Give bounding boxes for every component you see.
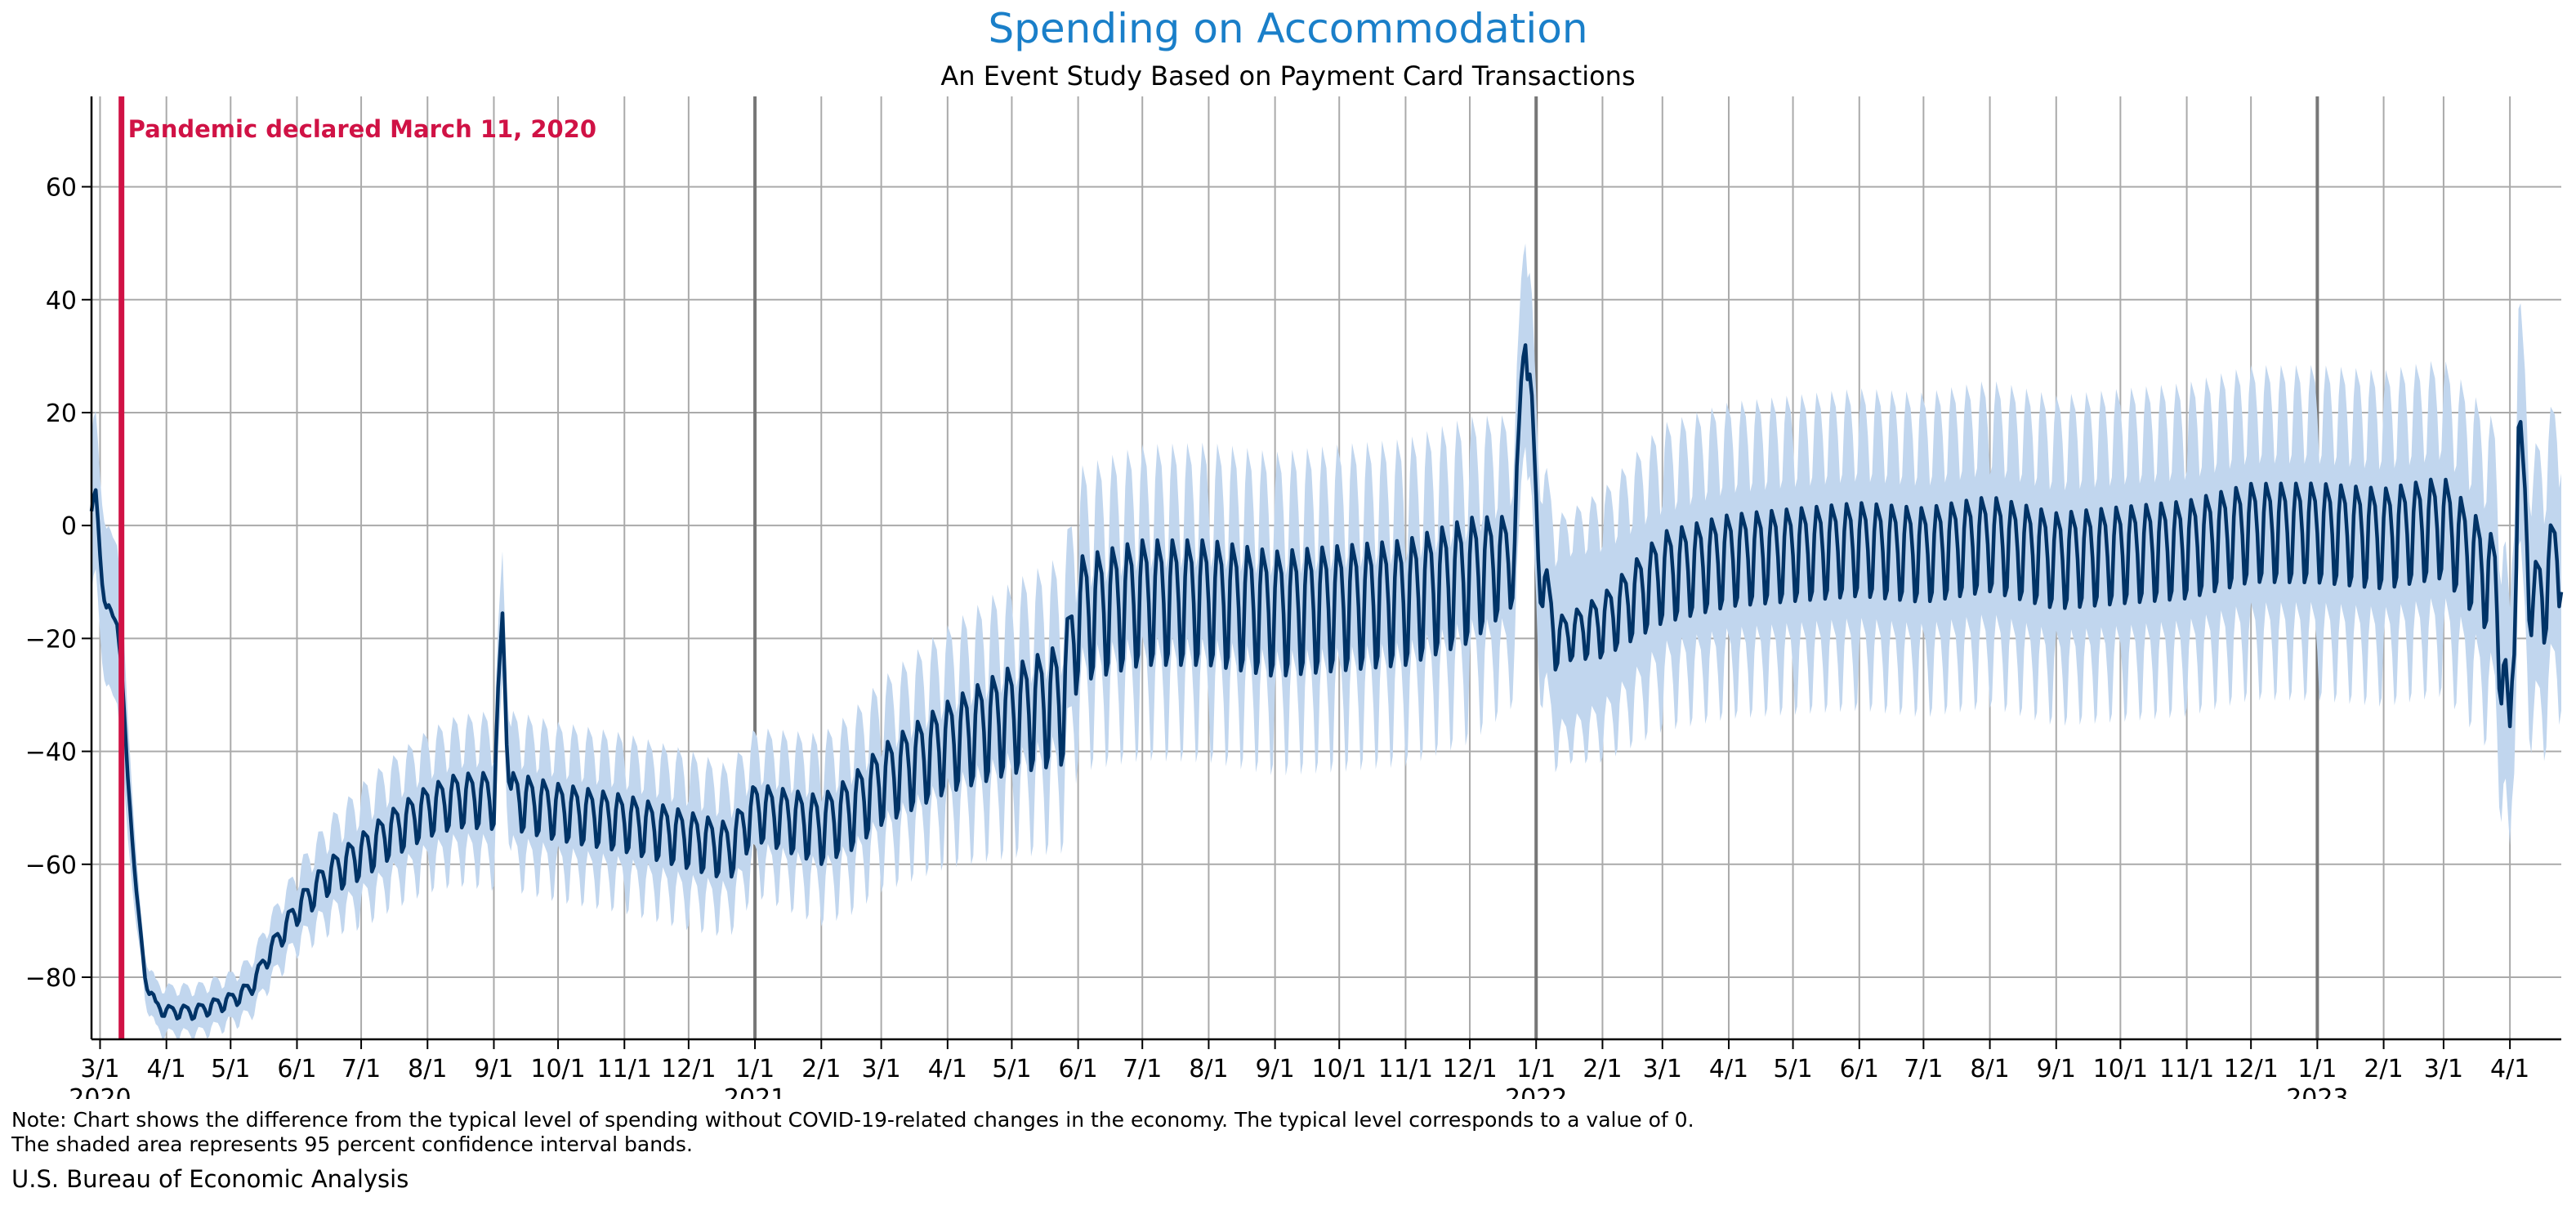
y-tick-label: −60 <box>25 851 77 880</box>
x-tick-label: 8/1 <box>1970 1055 2009 1083</box>
confidence-band-layer <box>92 243 2561 1039</box>
chart-subtitle: An Event Study Based on Payment Card Tra… <box>940 60 1636 92</box>
x-tick-label: 3/1 <box>80 1055 119 1083</box>
x-tick-label: 6/1 <box>1840 1055 1879 1083</box>
x-tick-label: 2/1 <box>801 1055 841 1083</box>
x-tick-label: 11/1 <box>1378 1055 1433 1083</box>
y-tick-label: −40 <box>25 739 77 767</box>
x-tick-label: 4/1 <box>2490 1055 2529 1083</box>
pandemic-annotation: Pandemic declared March 11, 2020 <box>128 115 596 143</box>
x-tick-label: 3/1 <box>861 1055 900 1083</box>
x-tick-label: 3/1 <box>2424 1055 2463 1083</box>
x-tick-label: 8/1 <box>408 1055 447 1083</box>
x-tick-label: 11/1 <box>2159 1055 2214 1083</box>
chart-title: Spending on Accommodation <box>988 5 1588 52</box>
x-tick-label: 12/1 <box>2223 1055 2278 1083</box>
note-line-2: The shaded area represents 95 percent co… <box>11 1132 693 1156</box>
x-tick-label: 2/1 <box>2364 1055 2403 1083</box>
x-tick-label: 12/1 <box>661 1055 716 1083</box>
x-tick-label: 9/1 <box>474 1055 513 1083</box>
x-tick-label: 5/1 <box>211 1055 250 1083</box>
note-line-1: Note: Chart shows the difference from th… <box>11 1108 1694 1132</box>
x-tick-label: 9/1 <box>1255 1055 1294 1083</box>
y-tick-label: 40 <box>46 287 77 315</box>
footnote: Note: Chart shows the difference from th… <box>11 1108 1694 1157</box>
x-tick-label: 5/1 <box>992 1055 1031 1083</box>
x-tick-label: 1/1 <box>1516 1055 1556 1083</box>
x-tick-label: 4/1 <box>1709 1055 1748 1083</box>
x-year-label: 2021 <box>724 1084 786 1099</box>
series-line-layer <box>89 343 2564 1021</box>
x-tick-label: 7/1 <box>342 1055 381 1083</box>
line-chart: Pandemic declared March 11, 2020 −80 −60 −… <box>25 96 2564 1099</box>
y-tick-label: 20 <box>46 400 77 428</box>
y-tick-label: −20 <box>25 625 77 654</box>
x-tick-label: 12/1 <box>1442 1055 1497 1083</box>
y-tick-label: −80 <box>25 964 77 993</box>
x-tick-label: 1/1 <box>735 1055 775 1083</box>
x-tick-label: 8/1 <box>1189 1055 1228 1083</box>
x-tick-label: 1/1 <box>2297 1055 2337 1083</box>
x-year-label: 2023 <box>2286 1084 2348 1099</box>
x-tick-label: 10/1 <box>1312 1055 1367 1083</box>
x-tick-label: 2/1 <box>1583 1055 1622 1083</box>
event-marker-layer: Pandemic declared March 11, 2020 <box>118 96 596 1039</box>
x-year-label: 2022 <box>1505 1084 1567 1099</box>
x-tick-label: 10/1 <box>2093 1055 2148 1083</box>
y-tick-label: 0 <box>61 512 77 541</box>
x-tick-label: 9/1 <box>2037 1055 2076 1083</box>
x-tick-label: 7/1 <box>1123 1055 1162 1083</box>
x-tick-label: 11/1 <box>597 1055 652 1083</box>
x-tick-label: 4/1 <box>147 1055 186 1083</box>
series-line <box>89 343 2564 1021</box>
source-credit: U.S. Bureau of Economic Analysis <box>11 1165 409 1193</box>
x-tick-label: 10/1 <box>530 1055 585 1083</box>
x-tick-label: 6/1 <box>277 1055 316 1083</box>
x-tick-label: 7/1 <box>1904 1055 1943 1083</box>
y-tick-label: 60 <box>46 174 77 203</box>
x-tick-label: 4/1 <box>928 1055 967 1083</box>
x-tick-label: 3/1 <box>1643 1055 1682 1083</box>
x-tick-label: 6/1 <box>1058 1055 1097 1083</box>
confidence-band <box>92 243 2561 1039</box>
x-year-label: 2020 <box>69 1084 131 1099</box>
x-tick-label: 5/1 <box>1773 1055 1812 1083</box>
